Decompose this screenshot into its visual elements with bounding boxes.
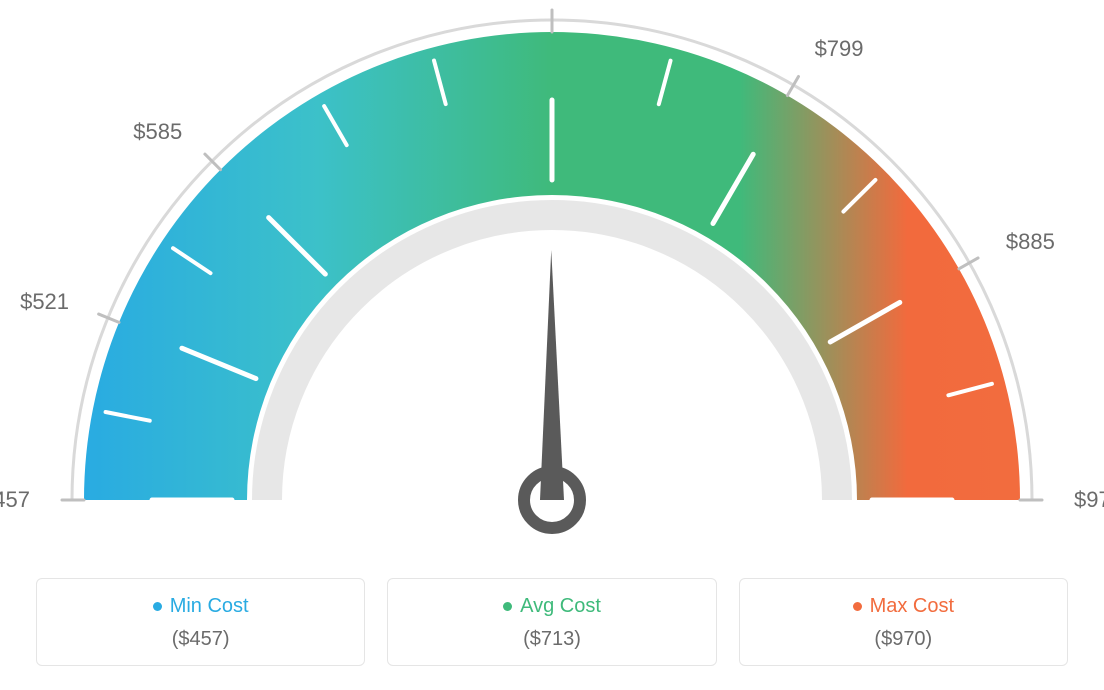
- gauge-area: $457$521$585$713$799$885$970: [0, 0, 1104, 580]
- legend-value-avg: ($713): [398, 628, 705, 651]
- gauge-chart-container: $457$521$585$713$799$885$970 Min Cost ($…: [0, 0, 1104, 690]
- legend-card-max: Max Cost ($970): [739, 578, 1068, 666]
- legend-dot-avg: [503, 602, 512, 611]
- scale-label: $799: [815, 36, 864, 62]
- scale-label: $885: [1006, 229, 1055, 255]
- legend-card-min: Min Cost ($457): [36, 578, 365, 666]
- gauge-svg: [0, 0, 1104, 580]
- legend-row: Min Cost ($457) Avg Cost ($713) Max Cost…: [36, 578, 1068, 666]
- scale-label: $521: [20, 289, 69, 315]
- legend-dot-min: [153, 602, 162, 611]
- legend-title-min: Min Cost: [47, 595, 354, 618]
- legend-card-avg: Avg Cost ($713): [387, 578, 716, 666]
- legend-title-avg: Avg Cost: [398, 595, 705, 618]
- legend-label-avg: Avg Cost: [520, 595, 601, 617]
- legend-dot-max: [853, 602, 862, 611]
- legend-label-min: Min Cost: [170, 595, 249, 617]
- legend-title-max: Max Cost: [750, 595, 1057, 618]
- legend-value-min: ($457): [47, 628, 354, 651]
- legend-value-max: ($970): [750, 628, 1057, 651]
- scale-label: $970: [1074, 487, 1104, 513]
- scale-label: $585: [133, 119, 182, 145]
- scale-label: $457: [0, 487, 30, 513]
- legend-label-max: Max Cost: [870, 595, 954, 617]
